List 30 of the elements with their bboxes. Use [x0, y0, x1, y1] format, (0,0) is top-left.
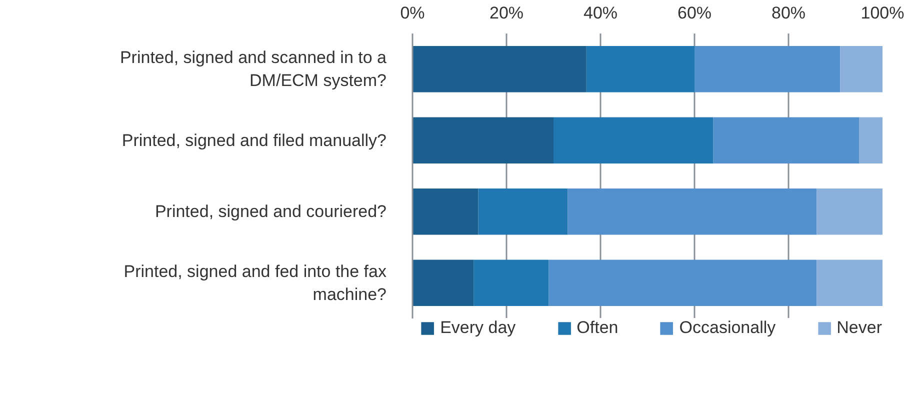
bar	[548, 260, 817, 306]
legend-label: Often	[576, 318, 618, 338]
y-tick-label: Printed, signed and fed into the fax machine?	[124, 262, 387, 304]
legend-label: Every day	[440, 318, 516, 338]
legend-label: Occasionally	[679, 318, 776, 338]
bar	[412, 188, 478, 235]
bar	[713, 117, 859, 164]
y-tick-label: Printed, signed and scanned in to a DM/ECM system?	[120, 48, 388, 90]
x-tick-label: 100%	[860, 4, 904, 22]
y-tick-label: Printed, signed and couriered?	[154, 202, 387, 222]
bar	[478, 188, 568, 235]
x-tick-label: 60%	[677, 4, 712, 22]
bar	[840, 46, 882, 92]
bar	[568, 188, 817, 235]
bar	[816, 188, 882, 235]
bar	[859, 117, 882, 164]
x-tick-label: 0%	[400, 4, 425, 22]
y-tick-label: Printed, signed and filed manually?	[122, 130, 387, 150]
x-tick-label: 40%	[583, 4, 618, 22]
bar	[816, 260, 882, 306]
bar	[412, 117, 554, 164]
bar	[474, 260, 549, 306]
bar	[554, 117, 714, 164]
bar	[586, 46, 694, 92]
bar	[694, 46, 840, 92]
legend-label: Never	[836, 318, 882, 338]
bar	[412, 260, 474, 306]
bar	[412, 46, 586, 92]
x-tick-label: 80%	[771, 4, 806, 22]
x-tick-label: 20%	[489, 4, 524, 22]
